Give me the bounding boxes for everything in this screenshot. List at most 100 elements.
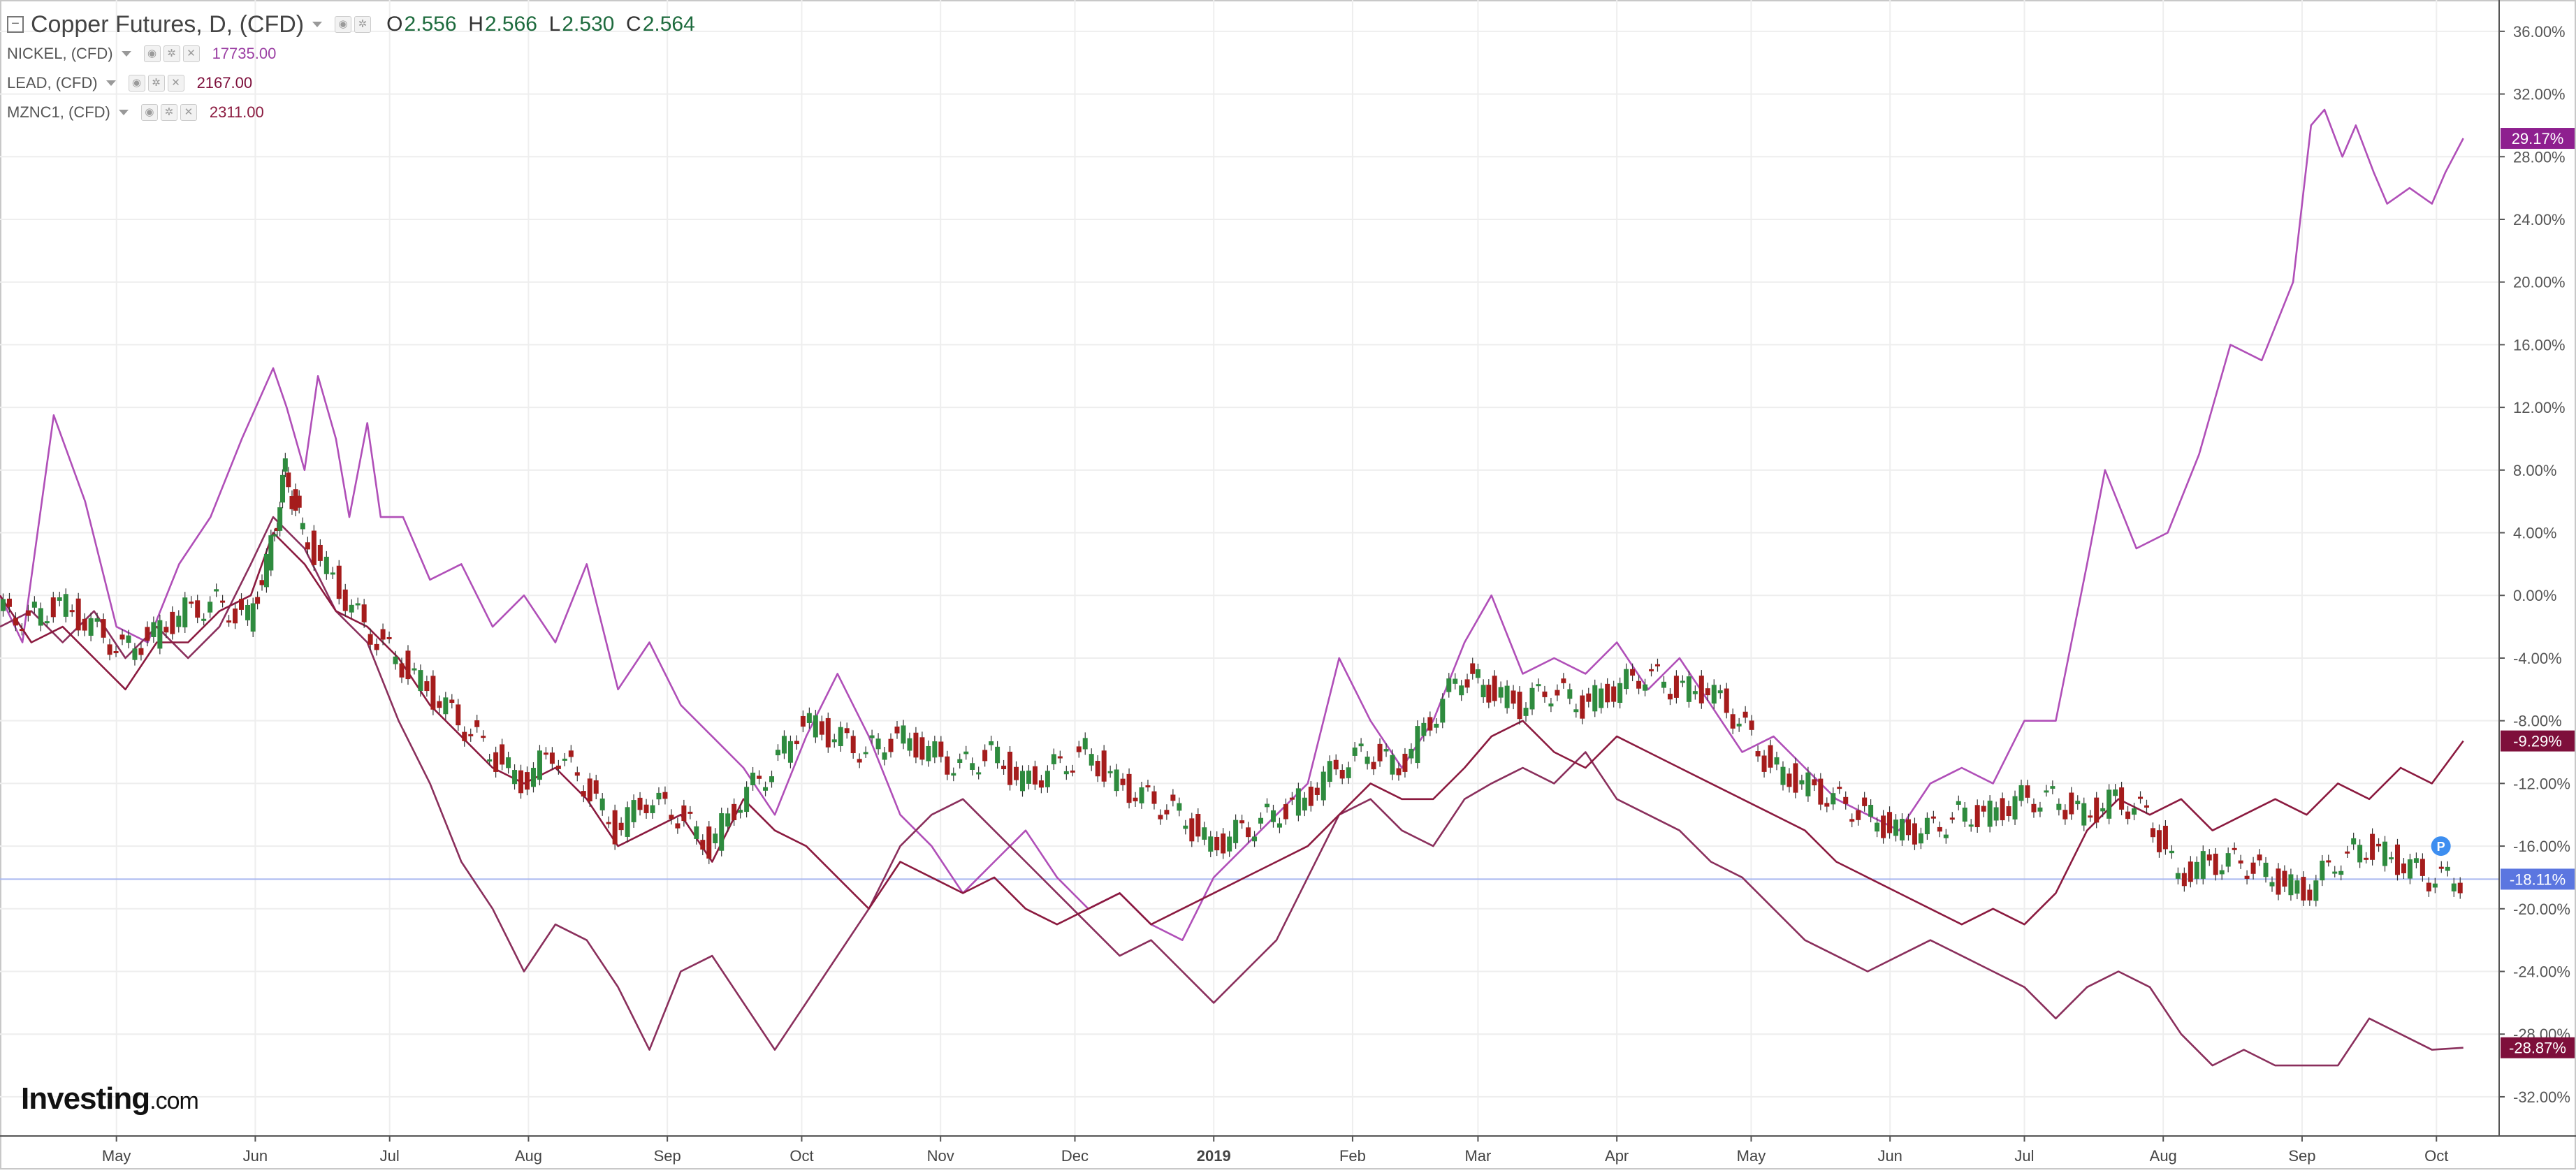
close-icon[interactable]: ✕: [180, 104, 197, 121]
candle-body: [1649, 669, 1654, 671]
candle-body: [1377, 743, 1383, 762]
candle-body: [1459, 685, 1464, 696]
close-icon[interactable]: ✕: [167, 75, 184, 92]
candle-body: [1580, 695, 1585, 719]
candle-body: [286, 472, 291, 488]
candle-body: [1742, 711, 1748, 718]
collapse-icon[interactable]: −: [7, 16, 24, 33]
candle-body: [1987, 801, 1993, 827]
high-value: 2.566: [484, 13, 537, 36]
candle-body: [430, 676, 436, 710]
candle-body: [518, 770, 524, 794]
candle-body: [259, 580, 265, 585]
legend-main-row: − Copper Futures, D, (CFD) ◉ ✲ O2.556 H2…: [7, 10, 695, 39]
price-label-text: -9.29%: [2513, 733, 2562, 750]
chevron-down-icon[interactable]: [312, 22, 323, 27]
candle-body: [951, 773, 956, 776]
marker-layer[interactable]: P: [2431, 836, 2451, 857]
main-symbol-label[interactable]: Copper Futures, D, (CFD): [31, 10, 305, 38]
candle-body: [1045, 771, 1050, 787]
eye-icon[interactable]: ◉: [128, 75, 145, 92]
y-tick-label: -32.00%: [2513, 1088, 2570, 1106]
candle-body: [681, 805, 687, 822]
candle-body: [2263, 862, 2269, 877]
gear-icon[interactable]: ✲: [160, 104, 177, 121]
candle-body: [2282, 870, 2287, 887]
candle-body: [512, 770, 518, 785]
candle-body: [157, 620, 163, 649]
candle-body: [1464, 679, 1470, 688]
candle-body: [1624, 669, 1629, 690]
candle-body: [1692, 691, 1698, 694]
x-tick-label: Jun: [1877, 1147, 1902, 1165]
candle-body: [599, 799, 605, 810]
close-icon[interactable]: ✕: [182, 45, 200, 62]
settings-icon[interactable]: ◉: [335, 16, 352, 33]
candle-body: [443, 697, 449, 715]
candle-body: [493, 752, 499, 772]
candle-body: [1453, 678, 1458, 684]
candle-body: [1667, 694, 1673, 700]
candle-body: [2100, 808, 2106, 812]
candle-body: [1289, 797, 1295, 800]
candle-body: [1780, 766, 1786, 785]
candle-body: [656, 792, 662, 800]
candle-body: [675, 823, 681, 829]
gear-icon[interactable]: ✲: [147, 75, 165, 92]
candle-body: [182, 597, 188, 628]
candle-body: [763, 787, 769, 791]
gear-icon[interactable]: ✲: [354, 16, 372, 33]
candle-body: [568, 750, 574, 757]
chevron-down-icon[interactable]: [118, 110, 129, 115]
eye-icon[interactable]: ◉: [143, 45, 161, 62]
candle-body: [1805, 772, 1811, 796]
candle-body: [2031, 803, 2037, 813]
candle-body: [1352, 748, 1358, 756]
gear-icon[interactable]: ✲: [163, 45, 180, 62]
candle-body: [1295, 788, 1301, 816]
candle-body: [1276, 823, 1282, 828]
candle-body: [1768, 745, 1773, 768]
candle-body: [82, 618, 87, 631]
candle-body: [1358, 743, 1364, 747]
candle-body: [1402, 753, 1408, 772]
candle-body: [2338, 870, 2344, 875]
compare-symbol-lead[interactable]: LEAD, (CFD): [7, 74, 98, 92]
candle-body: [255, 597, 261, 604]
candle-body: [1145, 785, 1151, 788]
candle-body: [543, 752, 548, 755]
chevron-down-icon[interactable]: [121, 51, 131, 57]
candle-body: [38, 608, 43, 626]
high-label: H: [468, 13, 483, 36]
candle-body: [1221, 833, 1226, 854]
ohlc-values: O2.556 H2.566 L2.530 C2.564: [386, 13, 695, 36]
price-label-box: [2501, 1037, 2575, 1058]
candle-body: [1586, 693, 1592, 702]
chevron-down-icon[interactable]: [105, 80, 116, 86]
open-value: 2.556: [404, 13, 457, 36]
candle-body: [2213, 853, 2218, 875]
eye-icon[interactable]: ◉: [140, 104, 158, 121]
compare-symbol-mznc1[interactable]: MZNC1, (CFD): [7, 103, 110, 121]
candle-body: [1038, 780, 1044, 788]
candle-body: [468, 734, 474, 736]
candle-body: [233, 609, 238, 624]
candle-body: [1918, 833, 1923, 844]
candle-body: [1605, 683, 1610, 703]
candle-body: [145, 627, 150, 641]
candle-body: [279, 474, 285, 503]
series-line-1: [0, 516, 2464, 1067]
candle-body: [694, 826, 699, 839]
candle-body: [1415, 726, 1420, 764]
candle-body: [2244, 875, 2250, 879]
price-label-text: -28.87%: [2509, 1040, 2566, 1057]
candle-body: [2269, 882, 2275, 887]
candle-body: [863, 752, 868, 755]
candle-body: [1302, 797, 1307, 811]
candlestick-layer[interactable]: [0, 453, 2463, 907]
candle-body: [1511, 690, 1516, 704]
candle-body: [989, 741, 994, 745]
compare-symbol-nickel[interactable]: NICKEL, (CFD): [7, 45, 113, 62]
candle-body: [757, 775, 762, 779]
